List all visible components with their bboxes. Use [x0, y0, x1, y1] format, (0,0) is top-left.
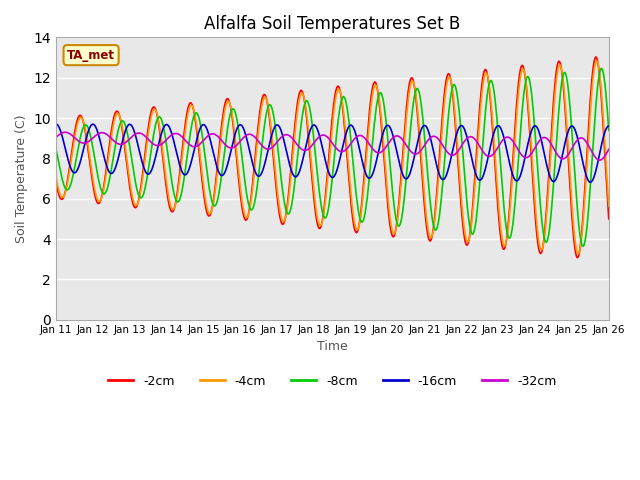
-4cm: [119, 128, 127, 133]
-16cm: [416, 131, 424, 137]
-4cm: [605, 203, 612, 209]
-4cm: [175, 181, 183, 187]
Line: -32cm: -32cm: [56, 132, 609, 160]
-8cm: [119, 118, 127, 124]
-2cm: [175, 176, 183, 182]
-2cm: [416, 139, 424, 145]
-32cm: [205, 132, 213, 138]
Title: Alfalfa Soil Temperatures Set B: Alfalfa Soil Temperatures Set B: [204, 15, 461, 33]
Line: -2cm: -2cm: [56, 57, 609, 258]
Legend: -2cm, -4cm, -8cm, -16cm, -32cm: -2cm, -4cm, -8cm, -16cm, -32cm: [103, 370, 561, 393]
-4cm: [204, 209, 212, 215]
-4cm: [574, 251, 582, 257]
-32cm: [52, 134, 60, 140]
-32cm: [63, 130, 70, 135]
-2cm: [399, 141, 407, 146]
-2cm: [204, 213, 212, 218]
Y-axis label: Soil Temperature (C): Soil Temperature (C): [15, 114, 28, 243]
-16cm: [399, 173, 407, 179]
-16cm: [119, 136, 127, 142]
-8cm: [597, 66, 605, 72]
-16cm: [204, 130, 212, 135]
-32cm: [61, 130, 69, 135]
-4cm: [399, 151, 407, 156]
-32cm: [605, 146, 612, 152]
-16cm: [62, 149, 70, 155]
-16cm: [52, 121, 60, 127]
-16cm: [586, 180, 594, 185]
-16cm: [605, 123, 612, 129]
-32cm: [417, 148, 424, 154]
-4cm: [416, 131, 424, 136]
-2cm: [119, 131, 127, 137]
-8cm: [175, 198, 183, 204]
-8cm: [62, 186, 70, 192]
X-axis label: Time: Time: [317, 340, 348, 353]
-8cm: [605, 128, 612, 133]
-4cm: [52, 174, 60, 180]
-8cm: [399, 203, 407, 208]
-32cm: [596, 157, 604, 163]
-8cm: [52, 146, 60, 152]
Line: -4cm: -4cm: [56, 61, 609, 254]
-4cm: [62, 187, 70, 193]
-8cm: [416, 92, 424, 97]
-8cm: [204, 178, 212, 184]
-8cm: [580, 243, 588, 249]
-2cm: [573, 255, 581, 261]
-32cm: [120, 141, 127, 146]
Line: -16cm: -16cm: [56, 124, 609, 182]
Line: -8cm: -8cm: [56, 69, 609, 246]
Text: TA_met: TA_met: [67, 48, 115, 61]
-2cm: [62, 185, 70, 191]
-4cm: [593, 58, 600, 64]
-2cm: [592, 54, 600, 60]
-32cm: [176, 132, 184, 138]
-16cm: [175, 160, 183, 166]
-2cm: [52, 179, 60, 185]
-32cm: [401, 139, 408, 145]
-2cm: [605, 216, 612, 222]
